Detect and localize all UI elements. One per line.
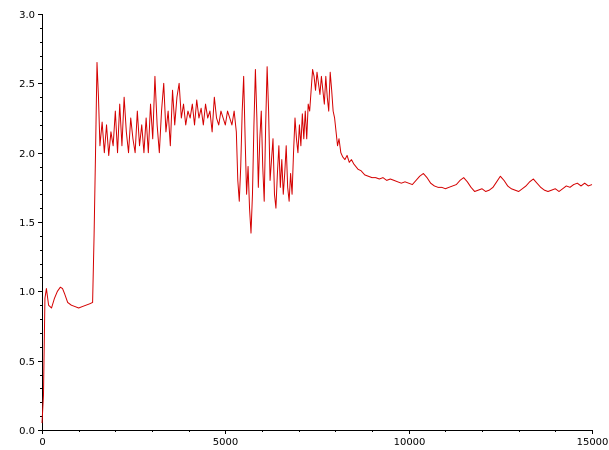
y-tick-label: 3.0 — [19, 10, 35, 21]
y-tick-label: 0.0 — [19, 426, 35, 437]
plot-area — [41, 62, 593, 424]
x-tick-label: 10000 — [394, 437, 426, 448]
x-tick-label: 5000 — [213, 437, 238, 448]
x-tick-label: 15000 — [577, 437, 609, 448]
series-line — [41, 62, 593, 424]
y-tick-label: 1.5 — [19, 218, 35, 229]
x-tick-label: 0 — [39, 437, 45, 448]
chart-axes — [42, 14, 592, 431]
x-axis-ticks: 0 5000 10000 15000 — [39, 430, 608, 448]
y-axis-ticks: 0.0 0.5 1.0 1.5 2.0 2.5 3.0 — [19, 10, 42, 437]
y-tick-label: 2.5 — [19, 79, 35, 90]
y-tick-label: 2.0 — [19, 149, 35, 160]
y-tick-label: 0.5 — [19, 357, 35, 368]
y-tick-label: 1.0 — [19, 287, 35, 298]
